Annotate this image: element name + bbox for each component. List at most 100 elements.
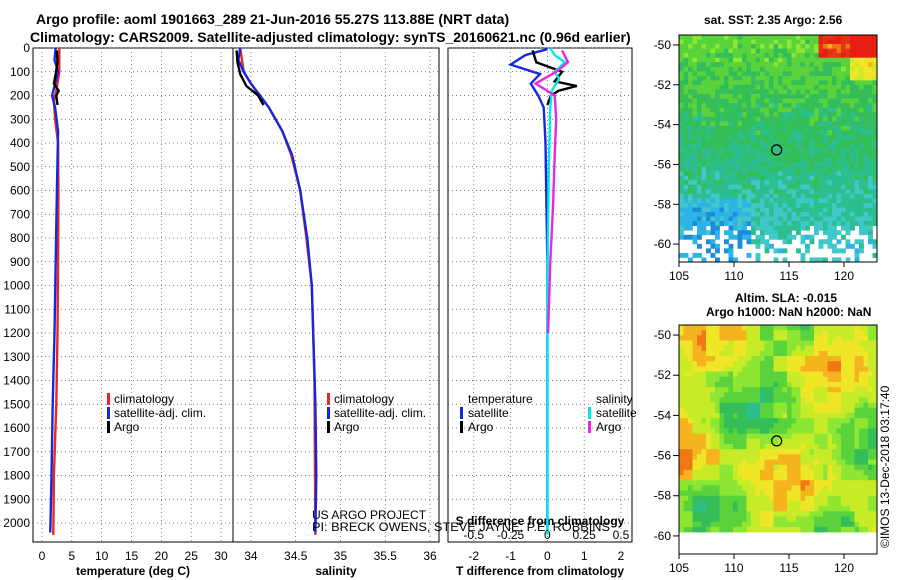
- map-cell: [679, 506, 684, 512]
- map-cell: [778, 402, 783, 409]
- map-cell: [683, 89, 689, 95]
- map-cell: [742, 449, 747, 455]
- map-cell: [832, 356, 837, 362]
- map-cell: [679, 526, 684, 533]
- map-cell: [728, 485, 734, 491]
- map-cell: [872, 193, 878, 199]
- map-cell: [724, 469, 729, 476]
- map-cell: [724, 121, 729, 127]
- map-cell: [850, 75, 855, 81]
- map-cell: [769, 134, 774, 140]
- map-cell: [728, 387, 734, 393]
- map-cell: [719, 139, 725, 145]
- map-cell: [782, 366, 788, 372]
- map-cell: [863, 345, 869, 352]
- map-cell: [791, 225, 797, 231]
- map-cell: [787, 480, 792, 486]
- map-cell: [683, 221, 689, 227]
- map-cell: [724, 53, 729, 59]
- map-cell: [854, 469, 860, 476]
- map-cell: [773, 230, 779, 236]
- map-cell: [823, 121, 828, 127]
- map-cell: [796, 98, 801, 104]
- map-cell: [724, 459, 729, 466]
- map-cell: [697, 506, 702, 512]
- map-cell: [872, 53, 878, 59]
- map-cell: [715, 335, 720, 341]
- map-cell: [854, 239, 860, 245]
- map-cell: [818, 402, 824, 409]
- map-cell: [751, 526, 756, 533]
- map-cell: [872, 107, 878, 113]
- map-cell: [841, 94, 846, 99]
- map-cell: [809, 35, 815, 40]
- map-cell: [814, 340, 819, 347]
- map-cell: [778, 103, 783, 109]
- map-cell: [688, 459, 693, 466]
- map-cell: [697, 39, 702, 45]
- map-cell: [823, 340, 828, 347]
- map-cell: [832, 511, 837, 517]
- map-cell: [733, 225, 738, 231]
- map-cell: [697, 387, 702, 393]
- map-cell: [805, 75, 810, 81]
- map-cell: [791, 98, 797, 104]
- map-cell: [836, 134, 842, 140]
- map-cell: [845, 112, 851, 118]
- map-cell: [796, 89, 801, 95]
- map-cell: [845, 361, 851, 367]
- map-cell: [800, 98, 806, 104]
- map-cell: [782, 412, 788, 419]
- map-cell: [701, 166, 707, 172]
- map-cell: [787, 89, 792, 95]
- map-cell: [764, 62, 770, 68]
- map-cell: [683, 71, 689, 77]
- map-cell: [760, 511, 765, 517]
- map-cell: [814, 48, 819, 54]
- map-cell: [773, 381, 779, 388]
- map-cell: [850, 107, 855, 113]
- map-cell: [850, 71, 855, 77]
- map-cell: [836, 495, 842, 502]
- map-cell: [683, 345, 689, 352]
- map-cell: [692, 62, 698, 68]
- map-cell: [773, 500, 779, 507]
- map-cell: [827, 397, 833, 404]
- map-cell: [868, 221, 873, 227]
- map-cell: [760, 350, 765, 357]
- map-cell: [841, 234, 846, 240]
- plot-area: [32, 47, 234, 543]
- map-cell: [841, 116, 846, 122]
- map-cell: [764, 459, 770, 466]
- map-cell: [724, 84, 729, 90]
- map-cell: [850, 480, 855, 486]
- map-cell: [850, 345, 855, 352]
- map-cell: [769, 433, 774, 440]
- map-cell: [859, 480, 864, 486]
- map-cell: [679, 521, 684, 528]
- map-cell: [701, 521, 707, 528]
- map-cell: [742, 184, 747, 190]
- map-cell: [809, 495, 815, 502]
- map-cell: [760, 66, 765, 72]
- map-cell: [836, 221, 842, 227]
- map-cell: [692, 234, 698, 240]
- map-cell: [859, 171, 864, 177]
- map-cell: [742, 148, 747, 154]
- map-cell: [683, 340, 689, 347]
- map-cell: [818, 139, 824, 145]
- map-cell: [832, 44, 837, 50]
- map-cell: [773, 112, 779, 118]
- map-cell: [751, 66, 756, 72]
- map-cell: [818, 98, 824, 104]
- map-cell: [818, 397, 824, 404]
- map-cell: [710, 340, 716, 347]
- map-cell: [778, 230, 783, 236]
- map-cell: [715, 125, 720, 131]
- map-cell: [746, 402, 752, 409]
- map-cell: [800, 475, 806, 481]
- map-cell: [854, 248, 860, 254]
- x-tick-label: 5: [68, 549, 75, 563]
- map-cell: [809, 454, 815, 460]
- map-cell: [737, 139, 743, 145]
